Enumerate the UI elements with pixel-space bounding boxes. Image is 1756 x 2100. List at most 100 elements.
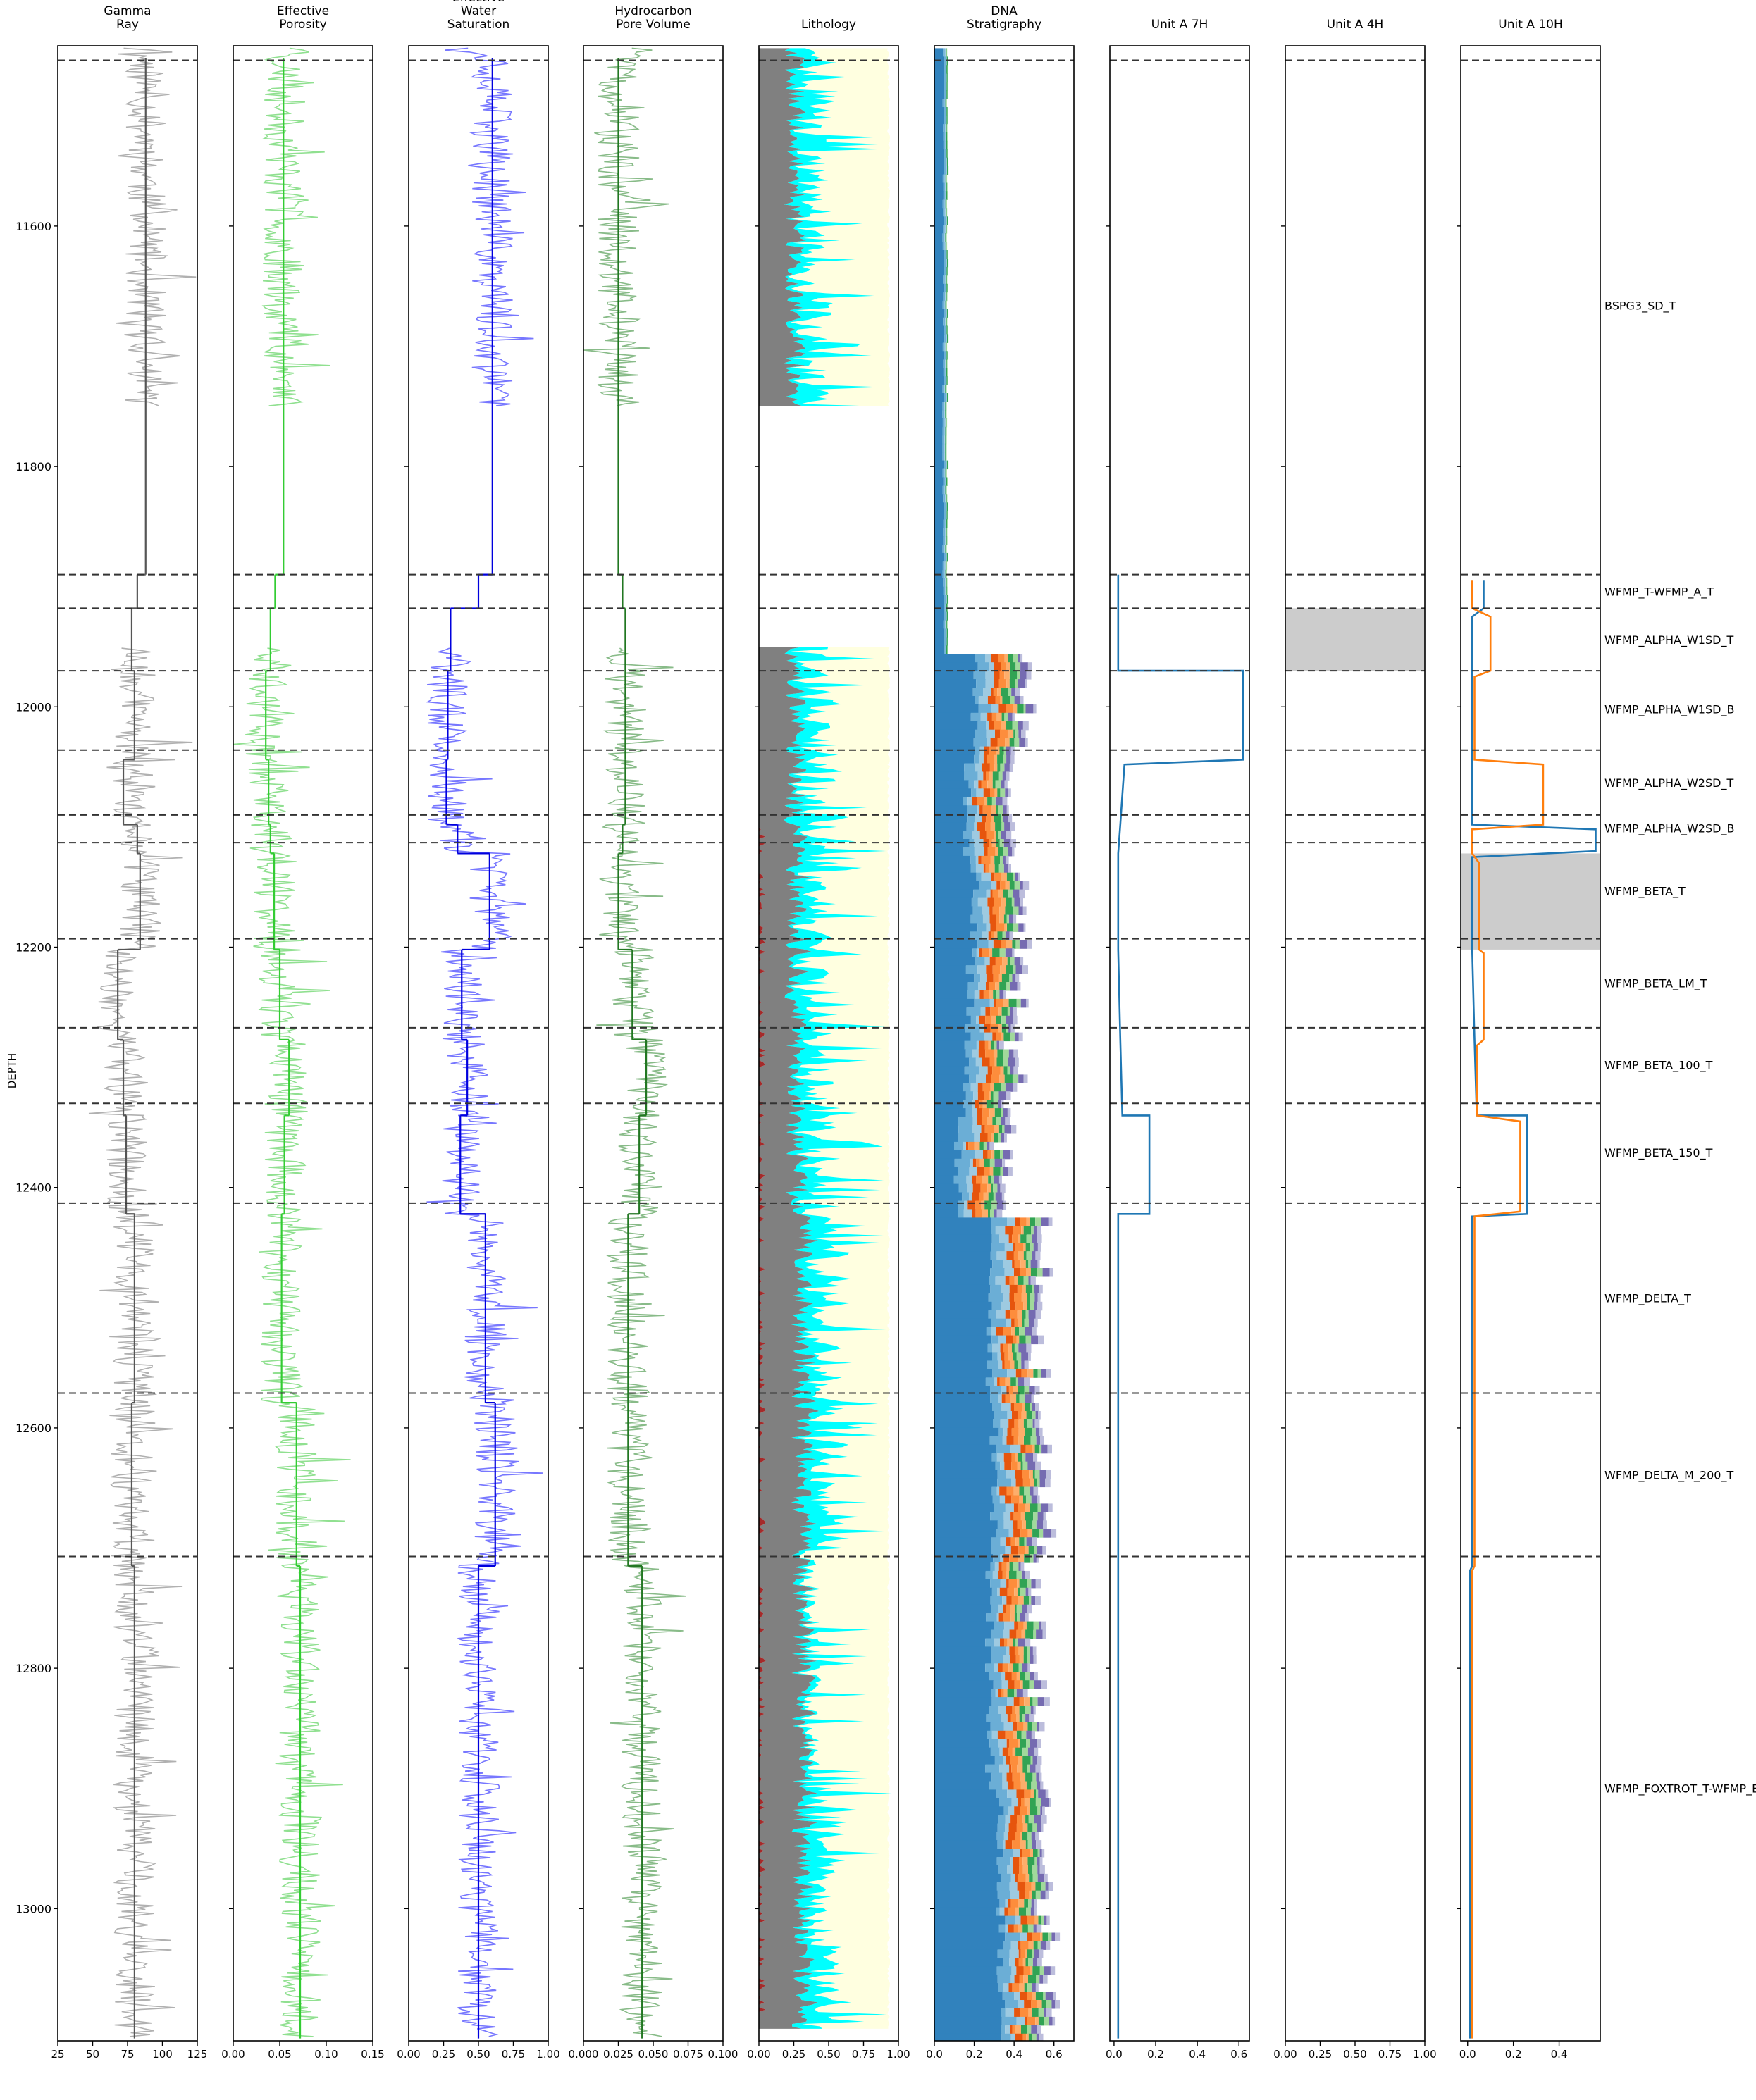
dna-band (1039, 1772, 1042, 1782)
dna-band (1018, 1907, 1026, 1917)
dna-band (1014, 881, 1020, 890)
dna-band (965, 1049, 972, 1058)
dna-band (946, 502, 948, 511)
dna-band (1026, 1520, 1033, 1529)
dna-band (993, 1091, 999, 1100)
dna-band (934, 1377, 986, 1386)
dna-band (1008, 1680, 1015, 1689)
dna-band (1014, 1360, 1018, 1369)
depth-tick-label: 11800 (16, 460, 51, 473)
dna-band (986, 1613, 997, 1622)
dna-band (1037, 1697, 1045, 1706)
dna-band (945, 123, 946, 133)
dna-band (1025, 1706, 1031, 1715)
log-curve-segment (583, 47, 669, 406)
dna-band (1001, 1680, 1008, 1689)
dna-band (934, 1066, 965, 1075)
dna-band (1024, 1983, 1028, 1992)
dna-band (1009, 1629, 1017, 1639)
dna-band (1022, 1310, 1026, 1319)
dna-band (986, 923, 991, 932)
dna-band (982, 1108, 990, 1117)
dna-band (990, 1040, 994, 1050)
dna-band (1037, 1546, 1043, 1555)
dna-band (1000, 1066, 1004, 1075)
dna-band (1014, 957, 1020, 966)
dna-band (1010, 662, 1016, 671)
dna-band (1021, 2025, 1027, 2034)
dna-band (934, 1915, 1006, 1925)
dna-band (1007, 729, 1014, 739)
dna-band (1032, 1327, 1037, 1336)
dna-band (1000, 1461, 1005, 1471)
dna-band (1045, 1478, 1051, 1488)
dna-band (998, 679, 1007, 688)
dna-band (1025, 1613, 1029, 1622)
dna-band (996, 1529, 1009, 1538)
dna-band (1042, 1806, 1045, 1815)
dna-band (934, 1453, 992, 1462)
x-tick-label: 1.00 (1413, 2048, 1436, 2061)
dna-band (1013, 1865, 1020, 1875)
dna-band (1013, 704, 1018, 714)
x-tick-label: 0.75 (502, 2048, 525, 2061)
dna-band (1043, 1975, 1048, 1984)
dna-band (1030, 1301, 1034, 1311)
dna-band (1005, 2008, 1015, 2018)
dna-band (944, 48, 946, 57)
dna-band (1018, 906, 1023, 915)
dna-band (934, 1192, 963, 1201)
dna-band (934, 309, 944, 318)
dna-band (1025, 1260, 1029, 1269)
dna-band (1025, 1815, 1029, 1824)
dna-band (946, 99, 947, 108)
dna-band (934, 1562, 991, 1572)
dna-band (1039, 1722, 1045, 1732)
dna-band (998, 864, 1004, 874)
dna-band (1025, 1798, 1030, 1807)
dna-band (1028, 1924, 1034, 1933)
dna-band (966, 1007, 981, 1017)
dna-band (998, 1175, 1002, 1185)
dna-band (1008, 1924, 1014, 1933)
dna-band (1007, 1865, 1013, 1875)
dna-band (1003, 1512, 1011, 1521)
dna-band (1013, 914, 1017, 924)
dna-band (1006, 1739, 1010, 1748)
dna-band (1005, 1546, 1011, 1555)
dna-band (1015, 1243, 1023, 1252)
dna-band (1033, 1554, 1037, 1563)
x-tick-label: 0.0 (1459, 2048, 1476, 2061)
dna-band (1008, 1386, 1013, 1395)
dna-band (1001, 1672, 1005, 1681)
dna-band (946, 309, 948, 318)
dna-band (984, 746, 989, 756)
dna-band (1022, 1318, 1025, 1328)
dna-band (1037, 1823, 1041, 1832)
dna-band (994, 1209, 997, 1218)
dna-band (934, 729, 975, 739)
dna-band (1027, 1823, 1033, 1832)
interval-shade (1285, 608, 1425, 671)
dna-band (934, 1966, 997, 1975)
dna-band (1014, 2008, 1020, 2018)
dna-band (967, 797, 972, 806)
dna-band (1028, 1587, 1032, 1597)
dna-band (1019, 1537, 1025, 1546)
dna-band (1002, 1596, 1007, 1605)
dna-band (934, 1529, 996, 1538)
dna-band (991, 1697, 1008, 1706)
lithology-sand-fill (787, 647, 892, 2029)
dna-band (1031, 1335, 1038, 1345)
x-tick-label: 0.4 (1006, 2048, 1022, 2061)
dna-band (1002, 696, 1010, 705)
dna-band (965, 1024, 980, 1033)
dna-band (997, 788, 1001, 797)
dna-band (1035, 1251, 1041, 1260)
dna-band (1013, 872, 1015, 882)
dna-band (1010, 696, 1015, 705)
track-6-plot-area (1117, 574, 1244, 2039)
dna-band (1018, 1427, 1025, 1437)
dna-band (1015, 974, 1020, 983)
dna-band (1019, 1983, 1025, 1992)
